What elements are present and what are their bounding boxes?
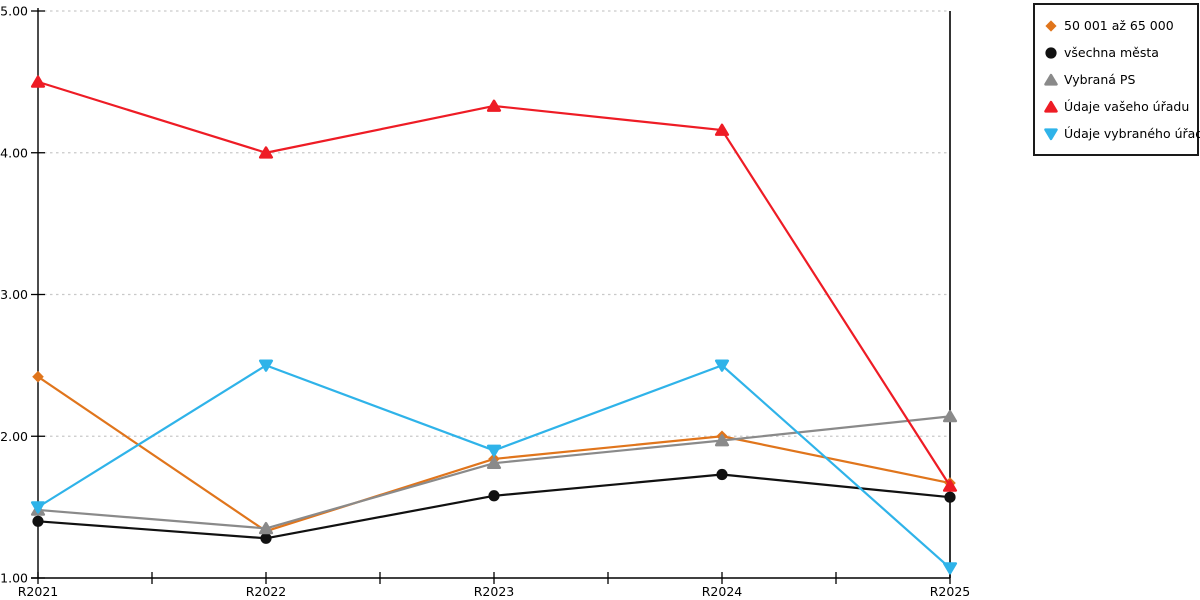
circle-marker xyxy=(260,532,272,544)
legend-item: Vybraná PS xyxy=(1044,66,1189,93)
triangle-down-icon xyxy=(1044,127,1058,140)
series-line-3 xyxy=(36,80,952,487)
triangle-up-marker xyxy=(942,479,958,492)
triangle-down-marker xyxy=(714,359,730,372)
triangle-down-marker xyxy=(30,501,46,514)
triangle-up-icon xyxy=(1044,73,1058,86)
circle-marker xyxy=(944,491,956,503)
y-tick-label: 3.00 xyxy=(0,287,28,302)
triangle-down-marker xyxy=(486,444,502,457)
x-tick-label: R2025 xyxy=(930,584,971,599)
series-line-1 xyxy=(36,473,952,540)
triangle-up-marker xyxy=(486,456,502,470)
legend-label: 50 001 až 65 000 xyxy=(1064,18,1174,33)
x-tick-label: R2021 xyxy=(18,584,59,599)
legend-label: Údaje vašeho úřadu xyxy=(1064,99,1190,114)
y-tick-label: 5.00 xyxy=(0,4,28,19)
legend-item: všechna města xyxy=(1044,39,1189,66)
triangle-up-marker xyxy=(258,521,274,535)
y-tick-label: 2.00 xyxy=(0,429,28,444)
series-line-2 xyxy=(36,415,952,530)
y-tick-label: 1.00 xyxy=(0,571,28,586)
legend-label: Údaje vybraného úřadu xyxy=(1064,126,1200,141)
diamond-marker xyxy=(32,370,44,383)
triangle-down-marker xyxy=(258,359,274,372)
legend-label: všechna města xyxy=(1064,45,1159,60)
triangle-down-marker xyxy=(942,562,958,575)
x-tick-label: R2024 xyxy=(702,584,743,599)
triangle-up-marker xyxy=(30,75,46,88)
circle-marker xyxy=(716,468,728,481)
triangle-up-marker xyxy=(714,434,730,447)
legend-item: Údaje vybraného úřadu xyxy=(1044,120,1200,147)
x-tick-label: R2022 xyxy=(246,584,287,599)
x-tick-label: R2023 xyxy=(474,584,515,599)
legend: 50 001 až 65 000 všechna města Vybraná PS Ú… xyxy=(1033,3,1200,156)
circle-marker xyxy=(32,515,44,527)
triangle-up-marker xyxy=(942,409,958,423)
circle-icon xyxy=(1045,46,1057,59)
legend-item: 50 001 až 65 000 xyxy=(1044,12,1189,39)
y-tick-label: 4.00 xyxy=(0,145,28,160)
triangle-up-marker xyxy=(714,123,730,136)
circle-marker xyxy=(488,490,500,502)
legend-label: Vybraná PS xyxy=(1064,72,1136,87)
triangle-up-marker xyxy=(486,99,502,112)
triangle-up-marker xyxy=(258,146,274,159)
diamond-icon xyxy=(1045,19,1057,32)
legend-item: Údaje vašeho úřadu xyxy=(1044,93,1189,120)
triangle-up-icon xyxy=(1044,100,1058,113)
